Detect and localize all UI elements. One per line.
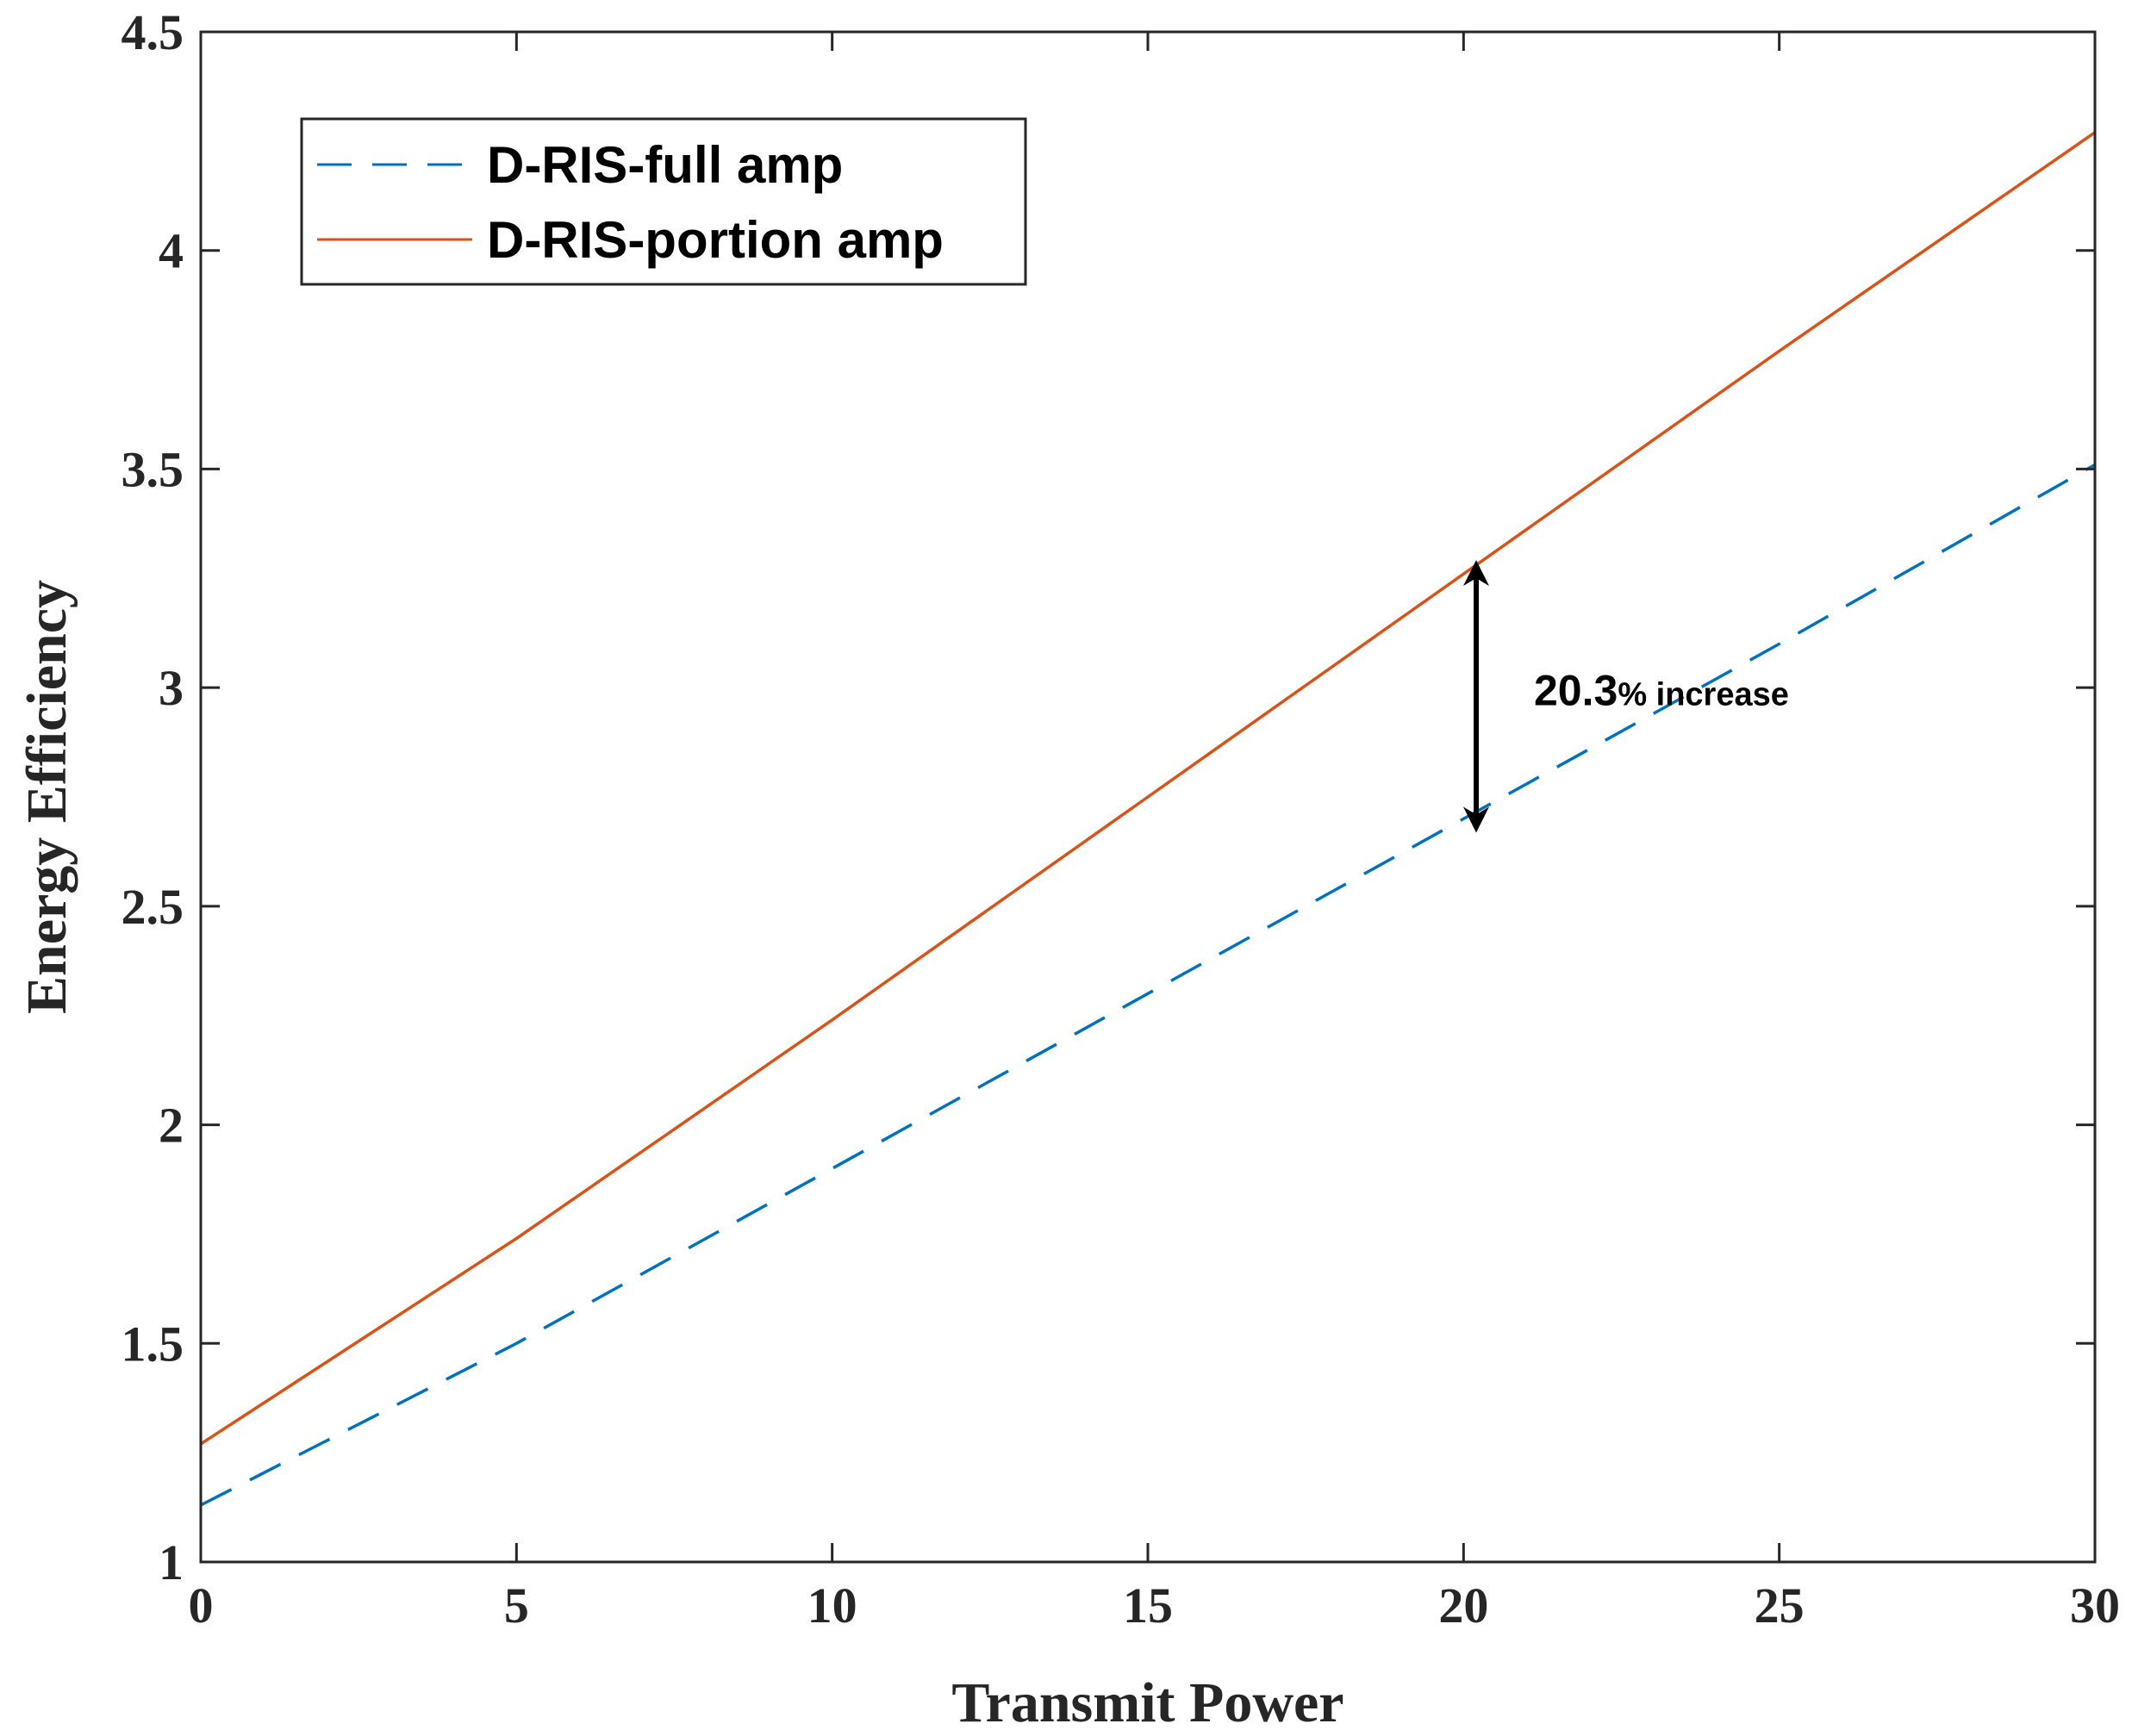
series-layer	[200, 131, 2096, 1507]
annotation-layer: 20.3% increase	[1462, 560, 1789, 833]
legend-box	[300, 117, 1027, 286]
y-tick-label: 3	[159, 660, 184, 716]
y-tick-label: 3.5	[122, 441, 184, 497]
y-tick-label: 1.5	[122, 1316, 184, 1372]
x-tick-label: 30	[2070, 1577, 2120, 1633]
x-tick-label: 25	[1755, 1577, 1805, 1633]
y-tick-label: 2	[159, 1098, 184, 1154]
legend-label-full-amp: D-RIS-full amp	[487, 136, 843, 194]
x-tick-label: 0	[189, 1577, 214, 1633]
x-ticks: 0 5 10 15 20 25 30	[189, 32, 2120, 1633]
x-tick-label: 15	[1123, 1577, 1173, 1633]
increase-annotation: 20.3% increase	[1534, 666, 1789, 714]
legend-label-portion-amp: D-RIS-portion amp	[487, 211, 944, 269]
legend: D-RIS-full amp D-RIS-portion amp	[300, 117, 1027, 286]
y-axis-label: Energy Efficiency	[16, 580, 78, 1014]
y-tick-label: 4	[159, 223, 184, 279]
x-axis-label: Transmit Power	[951, 1671, 1343, 1734]
x-tick-label: 10	[807, 1577, 857, 1633]
series-line-d-ris-full-amp	[200, 463, 2096, 1507]
y-tick-label: 1	[159, 1534, 184, 1590]
increase-label: % increase	[1618, 676, 1789, 712]
y-tick-label: 4.5	[122, 4, 184, 60]
y-ticks: 1 1.5 2 2.5 3 3.5 4 4.5	[122, 4, 2095, 1590]
increase-value: 20.3	[1534, 666, 1618, 714]
x-tick-label: 20	[1438, 1577, 1488, 1633]
y-tick-label: 2.5	[122, 879, 184, 935]
x-tick-label: 5	[504, 1577, 529, 1633]
series-line-d-ris-portion-amp	[200, 131, 2096, 1446]
